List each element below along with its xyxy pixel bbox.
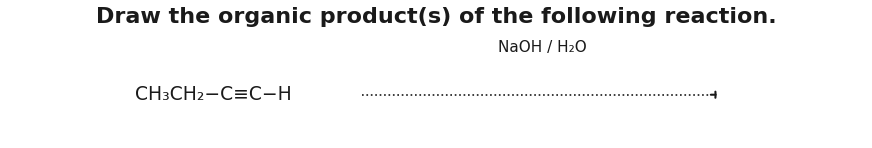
Text: NaOH / H₂O: NaOH / H₂O — [498, 40, 587, 55]
Text: CH₃CH₂−C≡C−H: CH₃CH₂−C≡C−H — [135, 85, 292, 104]
Text: Draw the organic product(s) of the following reaction.: Draw the organic product(s) of the follo… — [96, 7, 776, 27]
